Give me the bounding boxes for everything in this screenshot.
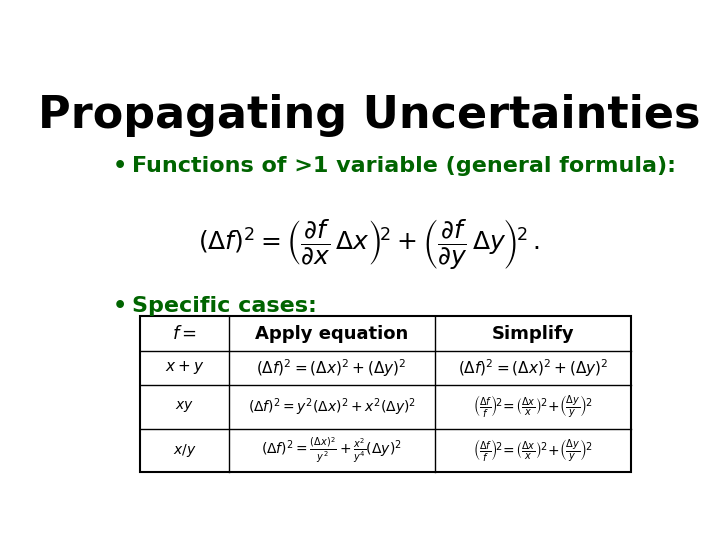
FancyBboxPatch shape (140, 316, 631, 472)
Text: Apply equation: Apply equation (255, 325, 408, 342)
Text: Specific cases:: Specific cases: (132, 295, 317, 315)
Text: $(\Delta f)^2 = (\Delta x)^2 + (\Delta y)^2$: $(\Delta f)^2 = (\Delta x)^2 + (\Delta y… (458, 357, 608, 379)
Text: $f=$: $f=$ (172, 325, 197, 342)
Text: $(\Delta f)^2 = (\Delta x)^2 + (\Delta y)^2$: $(\Delta f)^2 = (\Delta x)^2 + (\Delta y… (256, 357, 407, 379)
Text: Simplify: Simplify (492, 325, 575, 342)
Text: •: • (112, 295, 127, 315)
Text: $(\Delta f)^2 = \left(\dfrac{\partial f}{\partial x}\,\Delta x\right)^{\!2} + \l: $(\Delta f)^2 = \left(\dfrac{\partial f}… (198, 217, 540, 271)
Text: Propagating Uncertainties: Propagating Uncertainties (37, 94, 701, 137)
Text: $x + y$: $x + y$ (165, 359, 204, 376)
Text: $xy$: $xy$ (175, 399, 194, 414)
Text: $\left(\frac{\Delta f}{f}\right)^{\!2}\!=\!\left(\frac{\Delta x}{x}\right)^{\!2}: $\left(\frac{\Delta f}{f}\right)^{\!2}\!… (473, 437, 593, 464)
Text: $(\Delta f)^2 = y^2(\Delta x)^2 + x^2(\Delta y)^2$: $(\Delta f)^2 = y^2(\Delta x)^2 + x^2(\D… (248, 396, 415, 417)
Text: $x/y$: $x/y$ (173, 442, 197, 459)
Text: •: • (112, 156, 127, 176)
Text: Functions of >1 variable (general formula):: Functions of >1 variable (general formul… (132, 156, 676, 176)
Text: $(\Delta f)^2 = \frac{(\Delta x)^2}{y^2} + \frac{x^2}{y^4}(\Delta y)^2$: $(\Delta f)^2 = \frac{(\Delta x)^2}{y^2}… (261, 436, 402, 465)
Text: $\left(\frac{\Delta f}{f}\right)^{\!2}\!=\!\left(\frac{\Delta x}{x}\right)^{\!2}: $\left(\frac{\Delta f}{f}\right)^{\!2}\!… (473, 394, 593, 420)
